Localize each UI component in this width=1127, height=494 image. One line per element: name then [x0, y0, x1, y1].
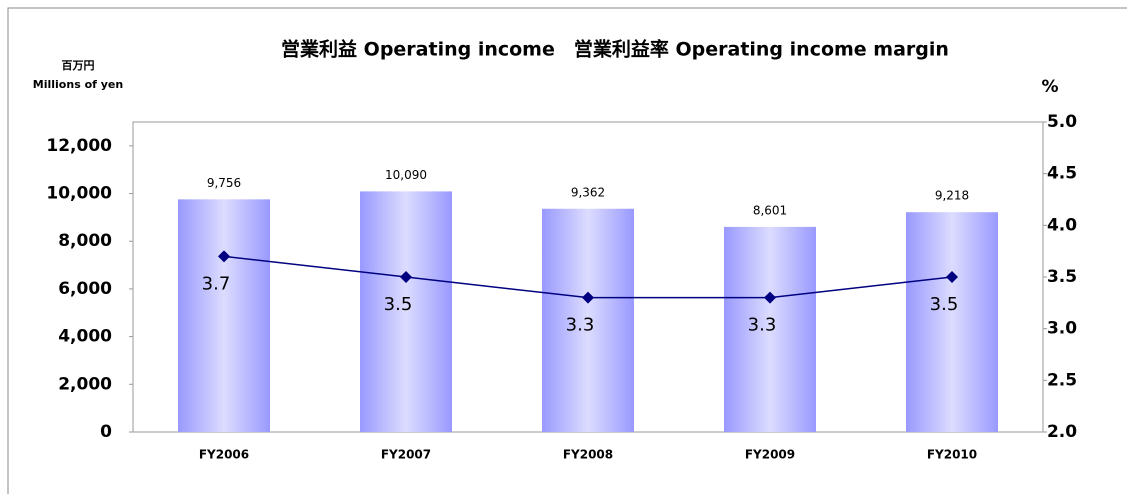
y-tick-label: 8,000 — [58, 231, 112, 251]
x-tick-label: FY2010 — [927, 448, 977, 462]
x-tick-label: FY2009 — [745, 448, 795, 462]
line-marker — [946, 271, 958, 283]
bar — [542, 208, 634, 432]
x-tick-label: FY2008 — [563, 448, 613, 462]
bar-value-label: 8,601 — [753, 203, 787, 217]
bar-value-label: 9,756 — [207, 176, 241, 190]
y2-tick-label: 2.5 — [1047, 370, 1077, 390]
chart-title: 営業利益 Operating income 営業利益率 Operating in… — [281, 38, 949, 61]
bar — [906, 212, 998, 432]
bar — [724, 226, 816, 432]
y2-tick-label: 3.0 — [1047, 319, 1077, 339]
x-tick-label: FY2007 — [381, 448, 431, 462]
y-tick-label: 12,000 — [46, 136, 112, 156]
y2-tick-label: 2.0 — [1047, 422, 1077, 442]
bar-value-label: 10,090 — [385, 168, 427, 182]
line-value-label: 3.5 — [384, 294, 413, 315]
y2-tick-label: 4.0 — [1047, 215, 1077, 235]
y-tick-label: 6,000 — [58, 279, 112, 299]
line-marker — [218, 250, 230, 263]
line-marker — [582, 291, 594, 304]
x-tick-label: FY2006 — [199, 448, 249, 462]
bar-value-label: 9,218 — [935, 189, 969, 203]
line-marker — [764, 291, 776, 304]
line-value-label: 3.7 — [202, 273, 231, 294]
bar-value-label: 9,362 — [571, 185, 605, 199]
y2-tick-label: 3.5 — [1047, 267, 1077, 287]
bar — [360, 191, 452, 432]
y2-axis-label: % — [1041, 77, 1058, 97]
y-axis-label-en: Millions of yen — [33, 78, 123, 91]
line-value-label: 3.3 — [566, 315, 595, 336]
y-tick-label: 2,000 — [58, 374, 112, 394]
y-tick-label: 0 — [100, 422, 112, 442]
y2-tick-label: 4.5 — [1047, 164, 1077, 184]
line-value-label: 3.5 — [930, 294, 959, 315]
bar — [178, 199, 270, 432]
line-value-label: 3.3 — [748, 315, 777, 336]
line-marker — [400, 271, 412, 283]
chart-border — [7, 7, 1127, 494]
y-tick-label: 4,000 — [58, 327, 112, 347]
y-tick-label: 10,000 — [46, 184, 112, 204]
y-axis-label: 百万円 — [62, 59, 95, 72]
y2-tick-label: 5.0 — [1047, 112, 1077, 132]
